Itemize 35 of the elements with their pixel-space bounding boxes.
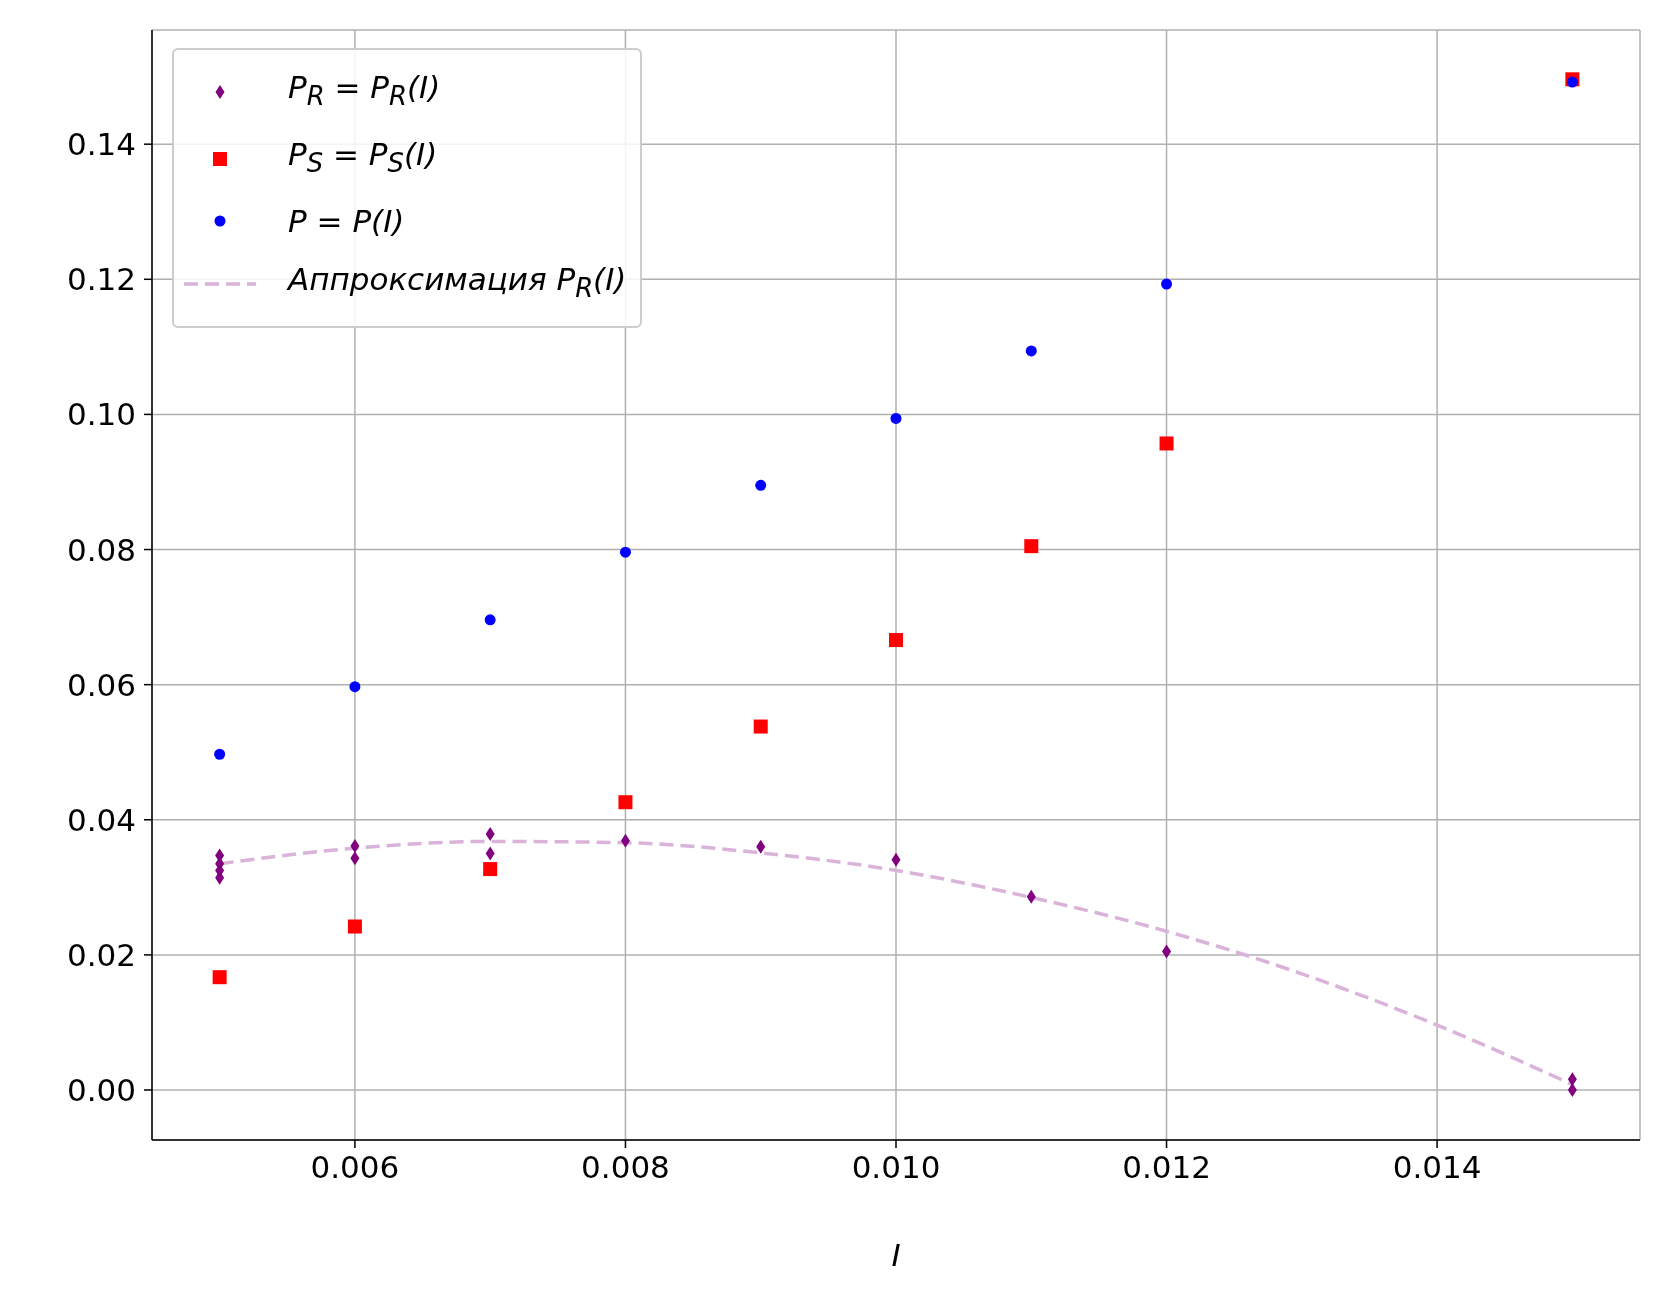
y-tick-label: 0.14 <box>66 126 136 163</box>
x-tick-label: 0.006 <box>310 1149 400 1186</box>
legend-label: P$_{S}$ = P$_{S}$(I) <box>288 135 438 181</box>
y-tick-label: 0.02 <box>66 936 136 973</box>
point <box>619 546 631 558</box>
point <box>889 633 903 648</box>
x-tick-label: 0.014 <box>1392 1149 1482 1186</box>
y-tick-label: 0.08 <box>66 531 136 568</box>
legend-label: P$_{R}$ = P$_{R}$(I) <box>288 68 441 114</box>
y-tick-label: 0.00 <box>66 1072 136 1109</box>
point <box>483 862 498 877</box>
point <box>1025 345 1037 357</box>
x-axis-title: I <box>891 1237 901 1273</box>
y-tick-label: 0.04 <box>66 801 136 838</box>
legend-label: P = P(I) <box>288 202 405 242</box>
y-tick-label: 0.06 <box>66 666 136 703</box>
x-tick-label: 0.012 <box>1122 1149 1211 1186</box>
point <box>1161 278 1173 290</box>
point <box>212 970 227 985</box>
x-tick-label: 0.008 <box>581 1149 670 1186</box>
point <box>347 919 362 934</box>
point <box>349 681 361 693</box>
point <box>618 795 633 810</box>
y-tick-label: 0.10 <box>66 396 136 433</box>
point <box>214 748 226 760</box>
x-tick-label: 0.010 <box>851 1149 941 1186</box>
legend-label: Аппроксимация P$_{R}$(I) <box>288 260 627 306</box>
point <box>755 479 767 491</box>
point <box>1566 76 1578 88</box>
point <box>484 614 496 626</box>
point <box>1159 436 1174 451</box>
point <box>753 719 768 734</box>
point <box>890 412 902 424</box>
y-tick-label: 0.12 <box>66 261 136 298</box>
point <box>1024 539 1039 554</box>
